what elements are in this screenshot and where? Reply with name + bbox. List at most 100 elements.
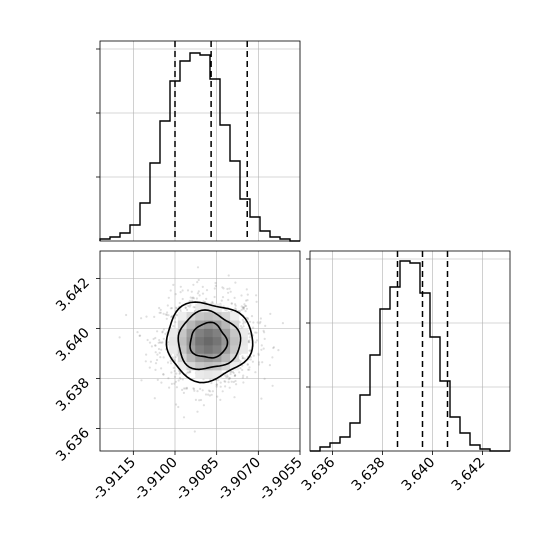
density-cell — [212, 328, 222, 338]
sample-point — [239, 360, 242, 363]
sample-point — [257, 353, 260, 357]
sample-point — [221, 390, 224, 393]
sample-point — [216, 395, 219, 398]
density-cell — [169, 336, 179, 346]
sample-point — [184, 387, 187, 390]
density-cell — [230, 320, 240, 329]
sample-point — [179, 377, 182, 380]
sample-point — [145, 353, 148, 356]
tick-label-x: -3.9070 — [215, 455, 265, 505]
histogram-bin — [230, 161, 240, 241]
sample-point — [207, 393, 210, 396]
histogram-bin — [130, 225, 140, 241]
sample-point — [196, 281, 199, 284]
sample-point — [183, 387, 186, 390]
sample-point — [191, 296, 194, 300]
sample-point — [245, 288, 248, 291]
sample-point — [241, 318, 244, 321]
sample-point — [182, 416, 186, 419]
sample-point — [198, 399, 201, 402]
histogram-outline — [310, 260, 510, 452]
sample-point — [167, 314, 170, 317]
sample-point — [241, 357, 244, 360]
sample-point — [192, 296, 195, 299]
sample-point — [159, 311, 162, 314]
sample-point — [228, 377, 231, 380]
sample-point — [255, 300, 258, 303]
sample-point — [210, 381, 213, 385]
sample-point — [228, 287, 231, 290]
sample-point — [201, 285, 204, 288]
density-cell — [212, 336, 222, 346]
sample-point — [242, 308, 245, 311]
density-cell — [177, 336, 187, 346]
sample-point — [171, 356, 174, 359]
sample-point — [269, 312, 272, 315]
sample-point — [155, 358, 159, 362]
sample-point — [205, 289, 209, 292]
sample-point — [181, 388, 184, 391]
sample-point — [234, 304, 237, 307]
sample-point — [241, 356, 245, 360]
sample-point — [257, 363, 261, 366]
sample-point — [154, 362, 158, 365]
sample-point — [138, 334, 141, 337]
sample-point — [221, 296, 225, 299]
histogram-bin — [240, 199, 250, 241]
sample-point — [162, 356, 165, 359]
sample-point — [174, 316, 177, 319]
sample-point — [254, 371, 257, 374]
sample-point — [167, 296, 170, 299]
sample-point — [153, 315, 156, 318]
sample-point — [238, 371, 241, 374]
sample-point — [197, 290, 200, 293]
sample-point — [192, 387, 196, 391]
sample-point — [167, 377, 170, 380]
sample-point — [277, 349, 280, 352]
sample-point — [185, 387, 188, 390]
sample-point — [182, 391, 185, 394]
sample-point — [247, 368, 250, 371]
sample-point — [246, 363, 249, 366]
sample-point — [177, 405, 180, 409]
histogram-bin — [150, 163, 160, 241]
sample-point — [234, 374, 237, 377]
sample-point — [254, 341, 257, 344]
density-cell — [203, 303, 213, 313]
sample-point — [221, 286, 224, 289]
sample-point — [154, 344, 157, 347]
sample-point — [195, 297, 198, 300]
sample-point — [174, 356, 177, 359]
sample-point — [211, 390, 214, 393]
sample-point — [194, 398, 197, 401]
density-cell — [212, 303, 222, 313]
sample-point — [263, 377, 266, 380]
sample-point — [160, 341, 163, 344]
sample-point — [179, 291, 182, 294]
sample-point — [170, 307, 173, 310]
sample-point — [173, 359, 177, 362]
sample-point — [241, 355, 244, 358]
density-cell — [230, 328, 240, 338]
tick-label-x: 3.640 — [399, 455, 439, 495]
tick-label-y: 3.636 — [53, 425, 93, 465]
sample-point — [211, 300, 214, 304]
sample-point — [138, 334, 142, 337]
tick-label-y: 3.640 — [53, 325, 93, 365]
histogram-bin — [330, 443, 340, 451]
histogram-bin — [160, 121, 170, 241]
sample-point — [148, 341, 152, 344]
sample-point — [249, 356, 252, 359]
sample-point — [166, 341, 169, 344]
density-cell — [203, 361, 213, 371]
sample-point — [247, 341, 250, 344]
sample-point — [233, 396, 236, 399]
sample-point — [227, 298, 230, 301]
sample-point — [179, 371, 182, 375]
sample-point — [158, 351, 161, 354]
sample-point — [179, 285, 182, 288]
histogram-bin — [370, 355, 380, 451]
sample-point — [175, 403, 178, 406]
sample-point — [213, 287, 216, 290]
